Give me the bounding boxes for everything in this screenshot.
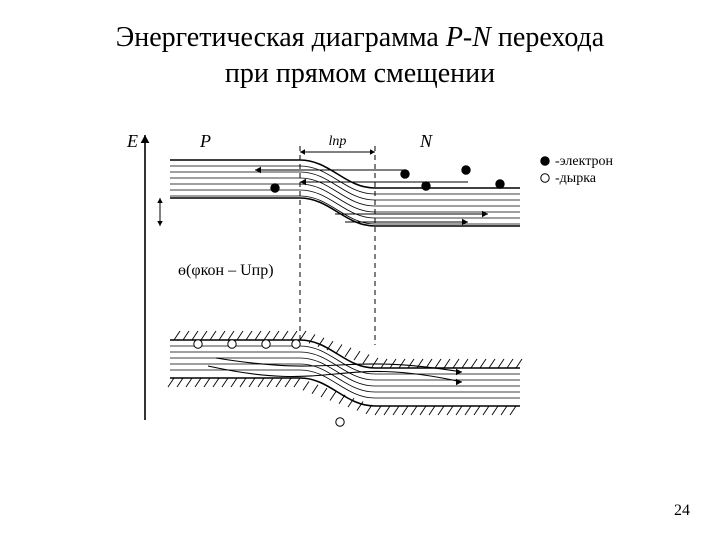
title-line-2: при прямом смещении (0, 56, 720, 92)
title-pre: Энергетическая диаграмма (116, 22, 446, 53)
title-pn: P-N (446, 22, 491, 53)
title-post: перехода (491, 22, 604, 53)
svg-text:-электрон: -электрон (555, 154, 614, 169)
slide-title: Энергетическая диаграмма P-N перехода пр… (0, 0, 720, 93)
svg-text:E: E (126, 131, 138, 151)
svg-text:ө(φкон – Uпр): ө(φкон – Uпр) (178, 262, 274, 279)
svg-text:N: N (419, 131, 433, 151)
title-line-1: Энергетическая диаграмма P-N перехода (0, 20, 720, 56)
energy-diagram: E P Nlпр ө(φкон – Uпр) -электрон -дырка (0, 110, 720, 470)
svg-text:lпр: lпр (329, 134, 347, 149)
svg-text:P: P (199, 131, 211, 151)
page-number: 24 (674, 502, 690, 520)
svg-text:-дырка: -дырка (555, 171, 597, 186)
